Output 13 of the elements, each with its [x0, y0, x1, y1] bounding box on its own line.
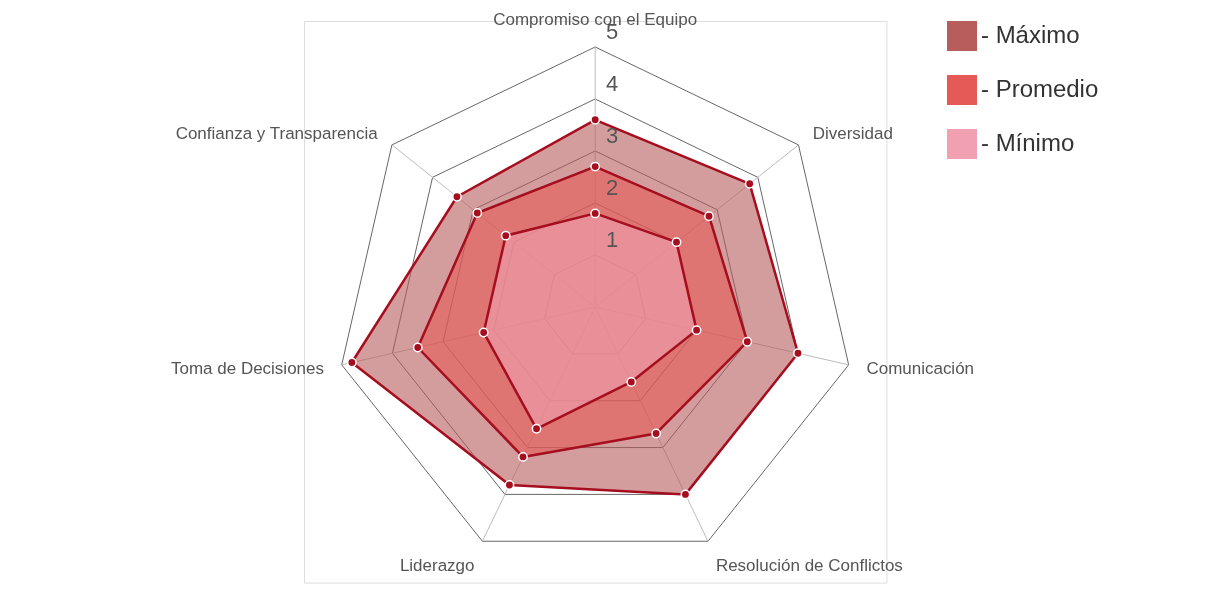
y-tick-label: 4 — [606, 71, 619, 97]
spoke-label: Confianza y Transparencia — [175, 123, 379, 143]
spoke-label: Toma de Decisiones — [171, 358, 324, 378]
y-tick-label: 1 — [606, 227, 619, 253]
spoke-label: Resolución de Conflictos — [715, 555, 903, 575]
legend-label: - Máximo — [980, 21, 1080, 48]
y-tick-label: 2 — [606, 175, 619, 201]
legend-label: - Promedio — [980, 75, 1099, 102]
y-tick-label: 3 — [606, 123, 619, 149]
spoke-label: Liderazgo — [399, 555, 475, 575]
spoke-label: Diversidad — [812, 123, 893, 143]
spoke-label: Comunicación — [866, 358, 975, 378]
legend-label: - Mínimo — [980, 129, 1075, 156]
